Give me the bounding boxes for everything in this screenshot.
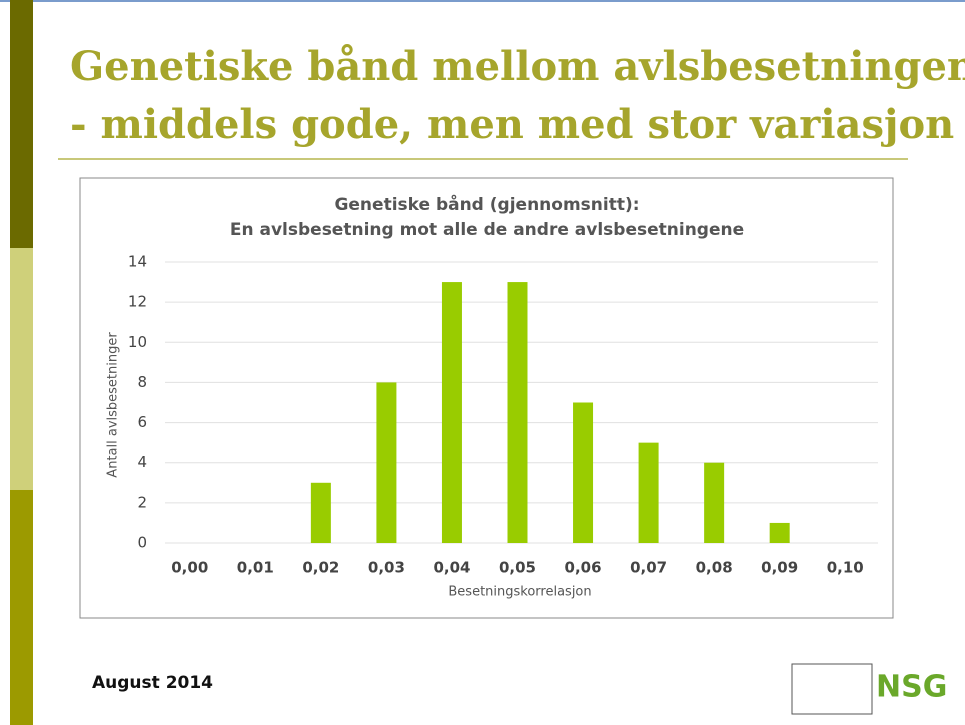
y-tick-label: 10: [128, 333, 147, 351]
x-tick-label: 0,00: [171, 559, 208, 577]
y-tick-label: 12: [128, 293, 147, 311]
y-tick-label: 8: [137, 373, 147, 391]
chart-subtitle: En avlsbesetning mot alle de andre avlsb…: [230, 220, 744, 240]
bar: [573, 402, 594, 543]
side-stripe: [10, 248, 33, 490]
side-stripe: [10, 0, 33, 248]
bar: [310, 482, 331, 543]
slide-title: - middels gode, men med stor variasjon: [70, 101, 954, 148]
y-tick-label: 2: [137, 493, 147, 511]
x-tick-label: 0,01: [237, 559, 274, 577]
x-tick-label: 0,09: [761, 559, 798, 577]
y-tick-label: 14: [128, 253, 147, 271]
logo-icon: [791, 663, 873, 715]
chart-frame: [79, 177, 894, 619]
footer: August 2014: [92, 673, 213, 693]
side-stripe: [10, 490, 33, 725]
bar: [507, 282, 528, 543]
x-axis-label: Besetningskorrelasjon: [448, 585, 591, 600]
y-tick-label: 6: [137, 413, 147, 431]
bar: [441, 282, 462, 543]
x-tick-label: 0,05: [499, 559, 536, 577]
bar: [638, 442, 659, 543]
y-tick-label: 4: [137, 453, 147, 471]
chart-title: Genetiske bånd (gjennomsnitt):: [334, 193, 639, 215]
bar: [769, 522, 790, 543]
x-tick-label: 0,04: [433, 559, 470, 577]
x-tick-label: 0,06: [565, 559, 602, 577]
slide-title: Genetiske bånd mellom avlsbesetningene: [70, 43, 965, 90]
bar: [376, 382, 397, 543]
logo: NSG: [876, 670, 947, 705]
bar: [704, 462, 725, 543]
y-tick-label: 0: [137, 534, 147, 552]
y-axis-label: Antall avlsbesetninger: [106, 332, 121, 478]
x-tick-label: 0,08: [696, 559, 733, 577]
x-tick-label: 0,02: [302, 559, 339, 577]
x-tick-label: 0,07: [630, 559, 667, 577]
x-tick-label: 0,03: [368, 559, 405, 577]
x-tick-label: 0,10: [827, 559, 864, 577]
